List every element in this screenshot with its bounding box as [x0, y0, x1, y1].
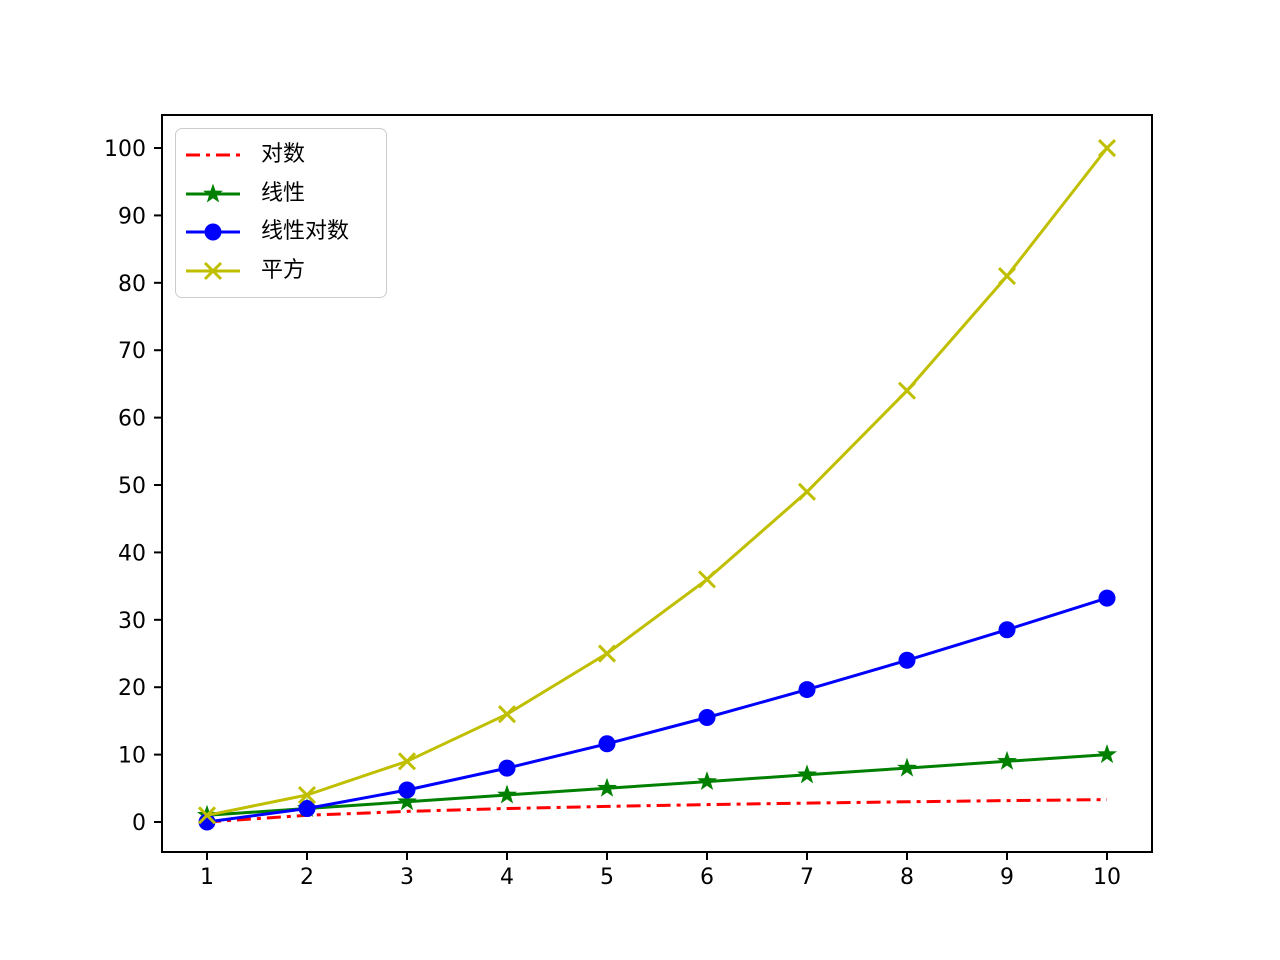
- series-line-0: [206, 798, 1108, 824]
- circle-marker: [1098, 589, 1116, 607]
- y-tick-label: 90: [118, 204, 146, 229]
- circle-marker: [298, 800, 316, 818]
- x-marker: [497, 705, 517, 724]
- x-tick-label: 1: [200, 865, 214, 890]
- star-marker: [203, 183, 223, 203]
- circle-marker: [698, 708, 716, 726]
- series-2: [198, 589, 1116, 831]
- circle-marker: [798, 681, 816, 699]
- x-marker: [297, 785, 317, 805]
- x-tick-label: 8: [900, 865, 914, 890]
- y-tick-label: 100: [104, 137, 146, 162]
- circle-marker: [498, 759, 516, 777]
- y-tick-label: 40: [118, 541, 146, 566]
- series-line-3: [206, 147, 1109, 817]
- circle-marker: [204, 223, 222, 241]
- star-marker: [997, 750, 1017, 770]
- series-line-1: [206, 753, 1108, 817]
- y-tick-label: 70: [118, 339, 146, 364]
- y-tick-label: 20: [118, 676, 146, 701]
- x-marker: [197, 806, 217, 825]
- x-marker: [203, 262, 223, 281]
- x-marker: [397, 752, 417, 771]
- y-tick-label: 10: [118, 744, 146, 769]
- y-tick-label: 60: [118, 407, 146, 432]
- circle-marker: [398, 781, 416, 799]
- y-tick-label: 50: [118, 474, 146, 499]
- x-marker: [697, 570, 717, 589]
- x-tick-label: 3: [400, 865, 414, 890]
- circle-marker: [898, 651, 916, 669]
- x-tick-label: 6: [700, 865, 714, 890]
- x-marker: [997, 267, 1017, 286]
- y-tick-label: 0: [132, 811, 146, 836]
- legend-item-3: 平方: [184, 254, 376, 288]
- series-line-2: [206, 596, 1108, 824]
- legend-label-1: 线性: [261, 180, 306, 206]
- y-tick-label: 80: [118, 272, 146, 297]
- star-marker: [897, 757, 917, 777]
- series-0: [206, 798, 1108, 824]
- x-tick-label: 10: [1093, 865, 1121, 890]
- plot-frame: [161, 114, 1153, 853]
- y-tick-label: 30: [118, 609, 146, 634]
- legend-key-star-1: [186, 183, 240, 203]
- x-marker: [597, 644, 617, 663]
- series-3: [197, 138, 1117, 825]
- star-marker: [1097, 744, 1117, 764]
- legend-key-circle-2: [186, 223, 240, 241]
- x-tick-label: 4: [500, 865, 514, 890]
- x-tick-label: 7: [800, 865, 814, 890]
- legend-item-2: 线性对数: [184, 215, 376, 249]
- legend-label-0: 对数: [261, 141, 306, 167]
- legend-label-3: 平方: [261, 258, 306, 284]
- star-marker: [497, 784, 517, 804]
- series-1: [197, 744, 1117, 824]
- legend-label-2: 线性对数: [261, 219, 350, 245]
- legend-key-line-0: [186, 153, 240, 157]
- legend-key-x-3: [186, 262, 240, 281]
- star-marker: [397, 791, 417, 811]
- legend: 对数线性线性对数平方: [175, 128, 387, 298]
- x-tick-label: 2: [300, 865, 314, 890]
- x-marker: [897, 381, 917, 400]
- circle-marker: [998, 621, 1016, 639]
- legend-item-1: 线性: [184, 177, 376, 211]
- x-tick-label: 5: [600, 865, 614, 890]
- x-tick-label: 9: [1000, 865, 1014, 890]
- legend-item-0: 对数: [184, 138, 376, 172]
- x-marker: [797, 482, 817, 501]
- star-marker: [697, 771, 717, 791]
- star-marker: [597, 777, 617, 797]
- star-marker: [797, 764, 817, 784]
- x-marker: [1097, 138, 1117, 158]
- circle-marker: [598, 735, 616, 753]
